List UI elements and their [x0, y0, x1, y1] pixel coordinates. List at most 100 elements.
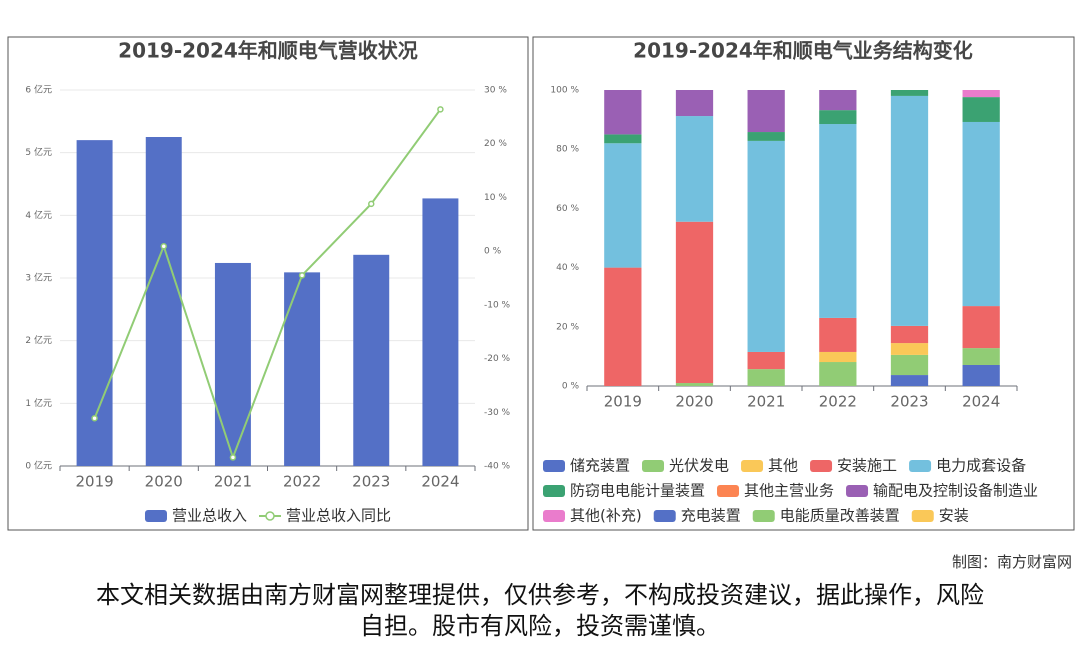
chart-title: 2019-2024年和顺电气营收状况 [118, 39, 418, 63]
bar-segment [675, 383, 714, 386]
chart-title: 2019-2024年和顺电气业务结构变化 [633, 39, 973, 63]
y-tick-label: 6 亿元 [25, 84, 52, 96]
line-point [437, 106, 444, 113]
y-tick-label: 4 亿元 [25, 209, 52, 221]
legend-label: 充电装置 [681, 507, 741, 525]
legend-label: 光伏发电 [669, 457, 729, 475]
line-point [368, 200, 375, 208]
x-tick-label: 2024 [962, 393, 1000, 411]
legend-label: 其他(补充) [570, 507, 642, 525]
legend-label: 营业总收入 [172, 507, 247, 525]
bar-segment [747, 351, 785, 370]
x-tick-label: 2020 [145, 473, 183, 491]
y2-tick-label: -40 % [484, 462, 511, 472]
x-tick-label: 2022 [819, 393, 857, 411]
y-tick-label: 3 亿元 [25, 272, 52, 284]
bar-segment [604, 267, 642, 386]
y2-tick-label: 10 % [484, 193, 507, 203]
legend-item: 营业总收入同比 [259, 507, 391, 525]
y2-tick-label: 20 % [484, 139, 507, 149]
x-tick-label: 2021 [747, 393, 785, 411]
bar-segment [962, 306, 1000, 349]
bar-segment [819, 362, 857, 386]
x-tick-label: 2023 [352, 473, 390, 491]
y-tick-label: 20 % [556, 322, 579, 332]
disclaimer: 本文相关数据由南方财富网整理提供，仅供参考，不构成投资建议，据此操作，风险自担。… [96, 581, 984, 640]
credit: 制图：南方财富网 [951, 553, 1072, 571]
y2-tick-label: -10 % [484, 300, 511, 310]
legend-item: 电能质量改善装置 [752, 507, 900, 525]
legend-label: 其他主营业务 [744, 482, 834, 500]
bar [76, 140, 113, 466]
bar-segment [604, 134, 642, 144]
panel-frame [532, 36, 1075, 531]
bar-segment [962, 90, 1000, 98]
legend: 营业总收入 营业总收入同比 [144, 507, 391, 525]
legend-label: 其他 [768, 457, 798, 475]
line-point [160, 243, 167, 250]
line-point [298, 272, 306, 279]
bar-segment [962, 121, 1000, 307]
y-tick-label: 60 % [556, 204, 579, 214]
y-tick-label: 0 亿元 [25, 460, 52, 472]
legend-item: 其他 [741, 457, 798, 475]
legend-label: 电能质量改善装置 [780, 507, 900, 525]
legend-swatch [543, 485, 565, 497]
legend-label: 营业总收入同比 [286, 507, 391, 525]
legend-label: 输配电及控制设备制造业 [873, 482, 1038, 500]
bar-segment [890, 354, 929, 376]
legend-item: 安装施工 [810, 457, 897, 475]
panel-frame [7, 36, 529, 531]
legend-item: 光伏发电 [642, 457, 729, 475]
legend-swatch [265, 511, 275, 521]
y-tick-label: 100 % [550, 86, 579, 96]
legend-item: 电力成套设备 [909, 457, 1026, 475]
y-tick-label: 5 亿元 [25, 146, 52, 158]
bar-segment [819, 317, 857, 352]
legend-swatch [543, 460, 565, 472]
legend-label: 电力成套设备 [936, 457, 1026, 475]
legend-swatch [717, 485, 740, 497]
line-point [91, 414, 98, 422]
bar-segment [890, 90, 929, 96]
legend-label: 安装 [939, 507, 969, 525]
legend-swatch [909, 460, 932, 472]
legend-swatch [911, 510, 934, 522]
legend-swatch [752, 510, 775, 522]
legend-swatch [810, 460, 833, 472]
bar-segment [604, 143, 642, 268]
bar-segment [675, 221, 714, 384]
y-tick-label: 0 % [562, 382, 580, 392]
bar-segment [890, 343, 929, 355]
legend-item: 输配电及控制设备制造业 [846, 482, 1038, 500]
x-tick-label: 2023 [890, 393, 928, 411]
y-tick-label: 80 % [556, 145, 579, 155]
legend-swatch [653, 510, 676, 522]
bar-segment [747, 132, 785, 141]
y2-tick-label: -30 % [484, 408, 511, 418]
bar [284, 272, 321, 466]
legend-swatch [543, 510, 565, 522]
line-point [229, 454, 237, 461]
bar-segment [675, 90, 714, 117]
bar-segment [747, 90, 785, 133]
y2-tick-label: -20 % [484, 354, 511, 364]
y-tick-label: 1 亿元 [25, 397, 52, 409]
bar-segment [747, 369, 785, 386]
legend-item: 安装 [911, 507, 969, 525]
bar-segment [604, 90, 642, 135]
y-tick-label: 40 % [556, 263, 579, 273]
legend-item: 其他(补充) [543, 507, 642, 525]
legend-label: 储充装置 [570, 457, 630, 475]
line [93, 108, 442, 461]
legend-item: 其他主营业务 [717, 482, 834, 500]
bar-segment [747, 140, 785, 352]
x-tick-label: 2019 [75, 473, 113, 491]
y2-tick-label: 0 % [484, 247, 502, 257]
y2-tick-label: 30 % [484, 86, 507, 96]
x-tick-label: 2021 [214, 473, 252, 491]
bar [214, 262, 251, 466]
bar-segment [819, 90, 857, 111]
